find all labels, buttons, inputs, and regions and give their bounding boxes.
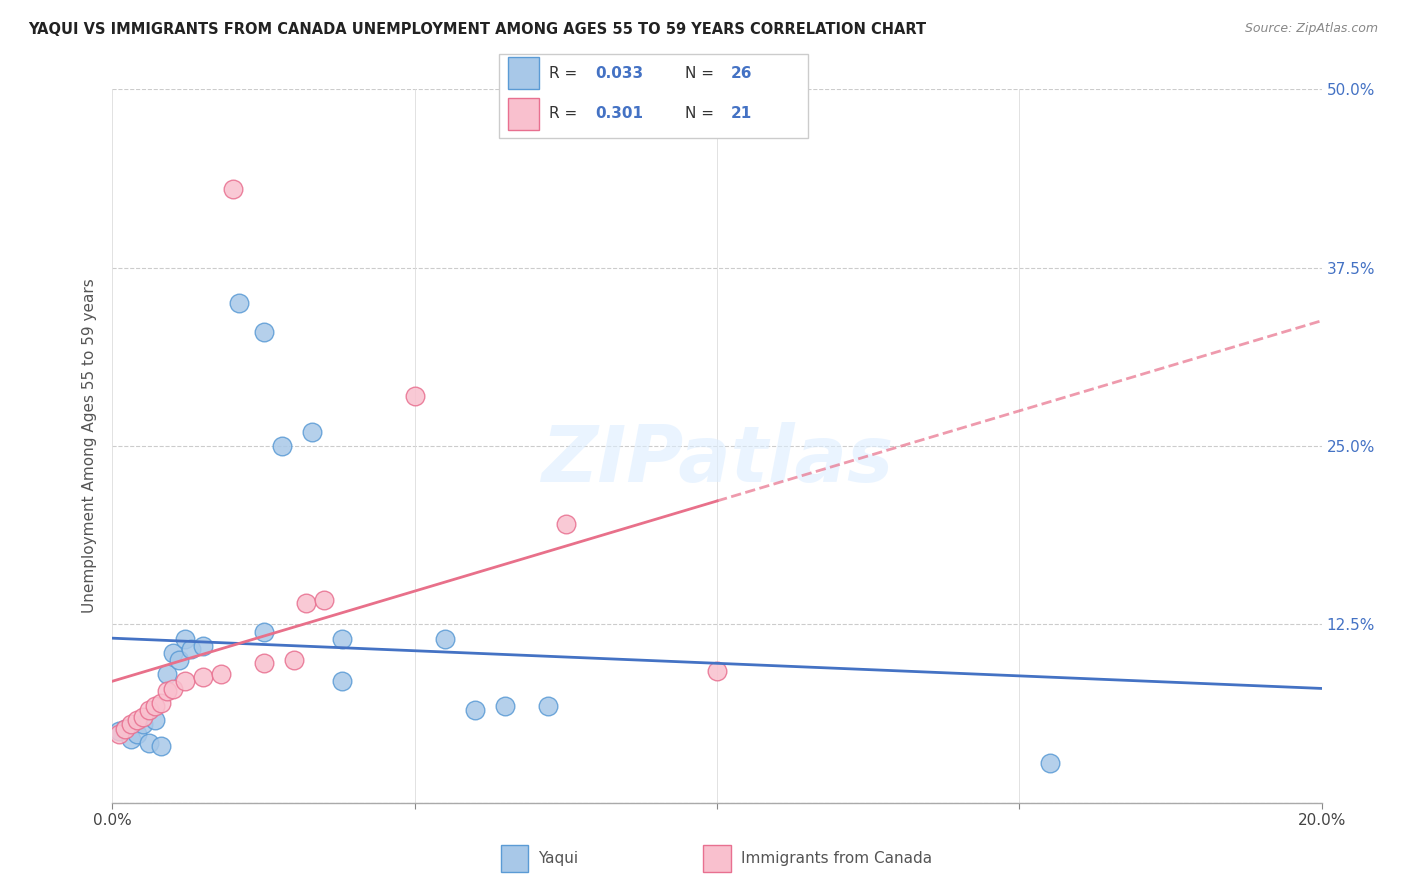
Point xyxy=(132,710,155,724)
Bar xyxy=(509,57,540,89)
Text: 21: 21 xyxy=(731,106,752,121)
Point xyxy=(314,593,336,607)
Bar xyxy=(501,846,529,872)
Point xyxy=(404,389,426,403)
Point xyxy=(1038,756,1062,770)
Text: 26: 26 xyxy=(731,65,752,80)
Point xyxy=(114,722,136,736)
Text: YAQUI VS IMMIGRANTS FROM CANADA UNEMPLOYMENT AMONG AGES 55 TO 59 YEARS CORRELATI: YAQUI VS IMMIGRANTS FROM CANADA UNEMPLOY… xyxy=(28,22,927,37)
Point xyxy=(114,722,136,736)
Point xyxy=(706,665,728,679)
Point xyxy=(149,739,172,753)
Text: R =: R = xyxy=(548,106,582,121)
Text: Source: ZipAtlas.com: Source: ZipAtlas.com xyxy=(1244,22,1378,36)
Point xyxy=(222,182,245,196)
Point xyxy=(295,596,318,610)
Point xyxy=(270,439,292,453)
Point xyxy=(330,674,353,689)
Point xyxy=(107,727,129,741)
Point xyxy=(253,656,276,670)
Point xyxy=(191,639,214,653)
Point xyxy=(162,646,184,660)
Point xyxy=(330,632,353,646)
Point xyxy=(464,703,486,717)
Point xyxy=(301,425,323,439)
Point xyxy=(143,698,166,713)
Text: Yaqui: Yaqui xyxy=(538,851,579,866)
Point xyxy=(149,696,172,710)
Y-axis label: Unemployment Among Ages 55 to 59 years: Unemployment Among Ages 55 to 59 years xyxy=(82,278,97,614)
Point xyxy=(253,624,276,639)
Point xyxy=(107,724,129,739)
Text: ZIPatlas: ZIPatlas xyxy=(541,422,893,499)
Text: N =: N = xyxy=(685,65,718,80)
Point xyxy=(120,717,142,731)
FancyBboxPatch shape xyxy=(499,54,808,138)
Bar xyxy=(703,846,731,872)
Point xyxy=(283,653,305,667)
Point xyxy=(253,325,276,339)
Point xyxy=(228,296,250,310)
Text: 0.301: 0.301 xyxy=(595,106,643,121)
Point xyxy=(162,681,184,696)
Point xyxy=(138,736,160,750)
Point xyxy=(138,703,160,717)
Text: N =: N = xyxy=(685,106,718,121)
Point xyxy=(191,670,214,684)
Point xyxy=(537,698,560,713)
Point xyxy=(554,517,576,532)
Text: R =: R = xyxy=(548,65,582,80)
Point xyxy=(167,653,190,667)
Bar xyxy=(509,97,540,130)
Point xyxy=(180,641,202,656)
Point xyxy=(495,698,517,713)
Text: 0.033: 0.033 xyxy=(595,65,643,80)
Point xyxy=(156,667,179,681)
Text: Immigrants from Canada: Immigrants from Canada xyxy=(741,851,932,866)
Point xyxy=(132,717,155,731)
Point xyxy=(125,727,148,741)
Point xyxy=(174,674,197,689)
Point xyxy=(156,684,179,698)
Point xyxy=(174,632,197,646)
Point xyxy=(433,632,456,646)
Point xyxy=(120,731,142,746)
Point xyxy=(143,713,166,727)
Point xyxy=(125,713,148,727)
Point xyxy=(209,667,232,681)
